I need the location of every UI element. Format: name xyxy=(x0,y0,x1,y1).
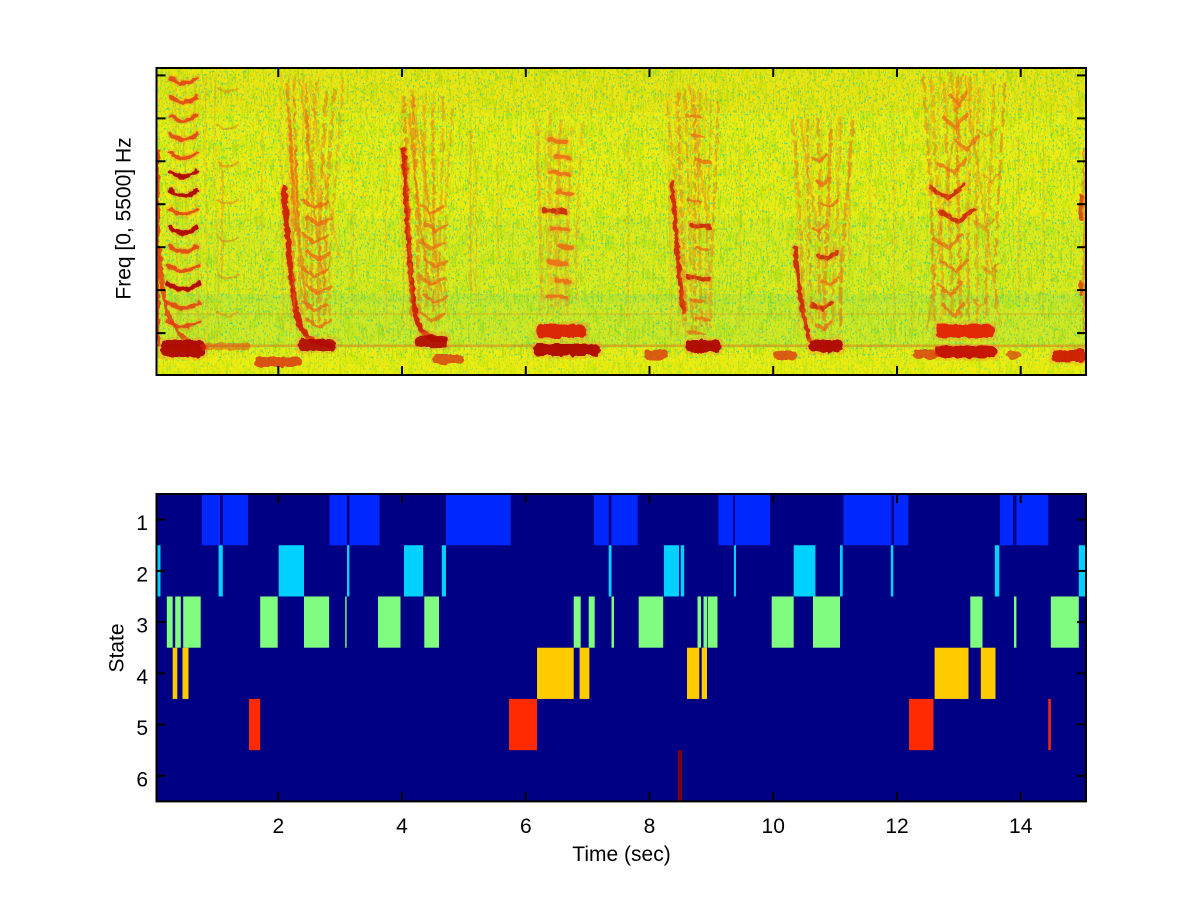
svg-text:4: 4 xyxy=(136,666,148,689)
svg-text:1: 1 xyxy=(136,512,148,535)
svg-text:6: 6 xyxy=(136,768,148,791)
svg-text:Time (sec): Time (sec) xyxy=(572,843,670,866)
svg-text:10: 10 xyxy=(762,815,785,838)
svg-text:12: 12 xyxy=(885,815,908,838)
svg-text:4: 4 xyxy=(396,815,408,838)
svg-text:14: 14 xyxy=(1009,815,1033,838)
svg-text:Freq [0, 5500] Hz: Freq [0, 5500] Hz xyxy=(113,137,136,299)
svg-text:2: 2 xyxy=(136,563,148,586)
svg-text:5: 5 xyxy=(136,717,148,740)
svg-text:State: State xyxy=(106,623,129,672)
svg-text:6: 6 xyxy=(520,815,532,838)
svg-text:8: 8 xyxy=(644,815,656,838)
svg-text:3: 3 xyxy=(136,615,148,638)
svg-text:2: 2 xyxy=(272,815,284,838)
